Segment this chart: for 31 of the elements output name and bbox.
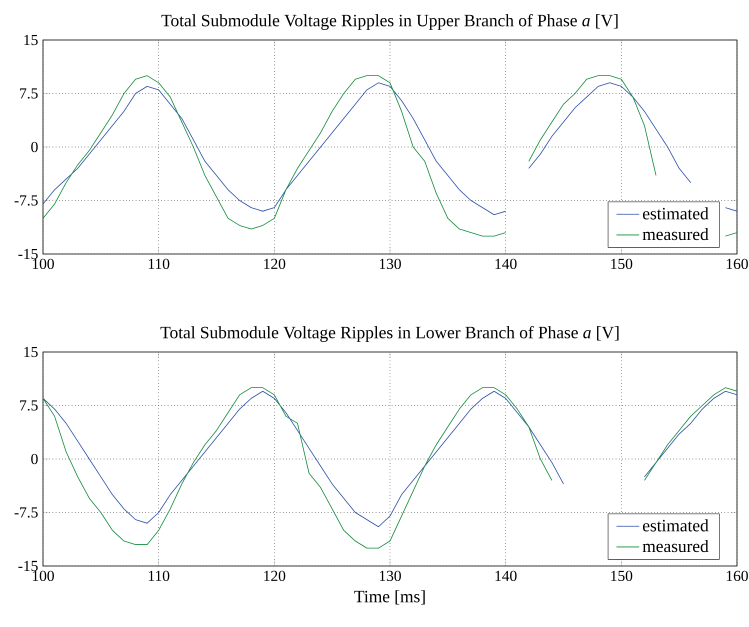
y-tick-label: -7.5 — [14, 195, 38, 206]
y-tick-label: 15 — [24, 346, 38, 358]
x-tick-label: 150 — [611, 570, 632, 582]
x-tick-label: 140 — [496, 570, 517, 582]
y-tick-label: 15 — [24, 34, 38, 46]
legend-label: measured — [642, 228, 708, 240]
x-tick-label: 100 — [32, 258, 54, 270]
x-tick-label: 150 — [611, 258, 632, 270]
x-tick-label: 120 — [264, 570, 286, 582]
legend-label: measured — [642, 540, 708, 552]
y-tick-label: 0 — [31, 454, 38, 464]
legend-label: estimated — [642, 519, 709, 532]
y-tick-label: -7.5 — [14, 507, 38, 518]
legend-label: estimated — [642, 207, 709, 220]
y-tick-label: 7.5 — [20, 88, 38, 99]
x-tick-label: 130 — [380, 570, 401, 582]
y-tick-label: 0 — [31, 142, 38, 152]
y-tick-label: -15 — [18, 248, 38, 260]
x-tick-label: 140 — [496, 258, 517, 270]
chart-title: Total Submodule Voltage Ripples in Upper Branch of Phase a [V] — [161, 14, 618, 30]
x-tick-label: 130 — [380, 258, 401, 270]
x-tick-label: 160 — [726, 258, 748, 270]
x-tick-label: 120 — [264, 258, 286, 270]
x-tick-label: 110 — [148, 570, 170, 582]
x-axis-title: Time [ms] — [354, 590, 425, 605]
chart-title: Total Submodule Voltage Ripples in Lower Branch of Phase a [V] — [160, 326, 619, 342]
x-tick-label: 100 — [32, 570, 54, 582]
x-tick-label: 160 — [726, 570, 748, 582]
x-tick-label: 110 — [148, 258, 170, 270]
y-tick-label: -15 — [18, 560, 38, 572]
y-tick-label: 7.5 — [20, 400, 38, 411]
